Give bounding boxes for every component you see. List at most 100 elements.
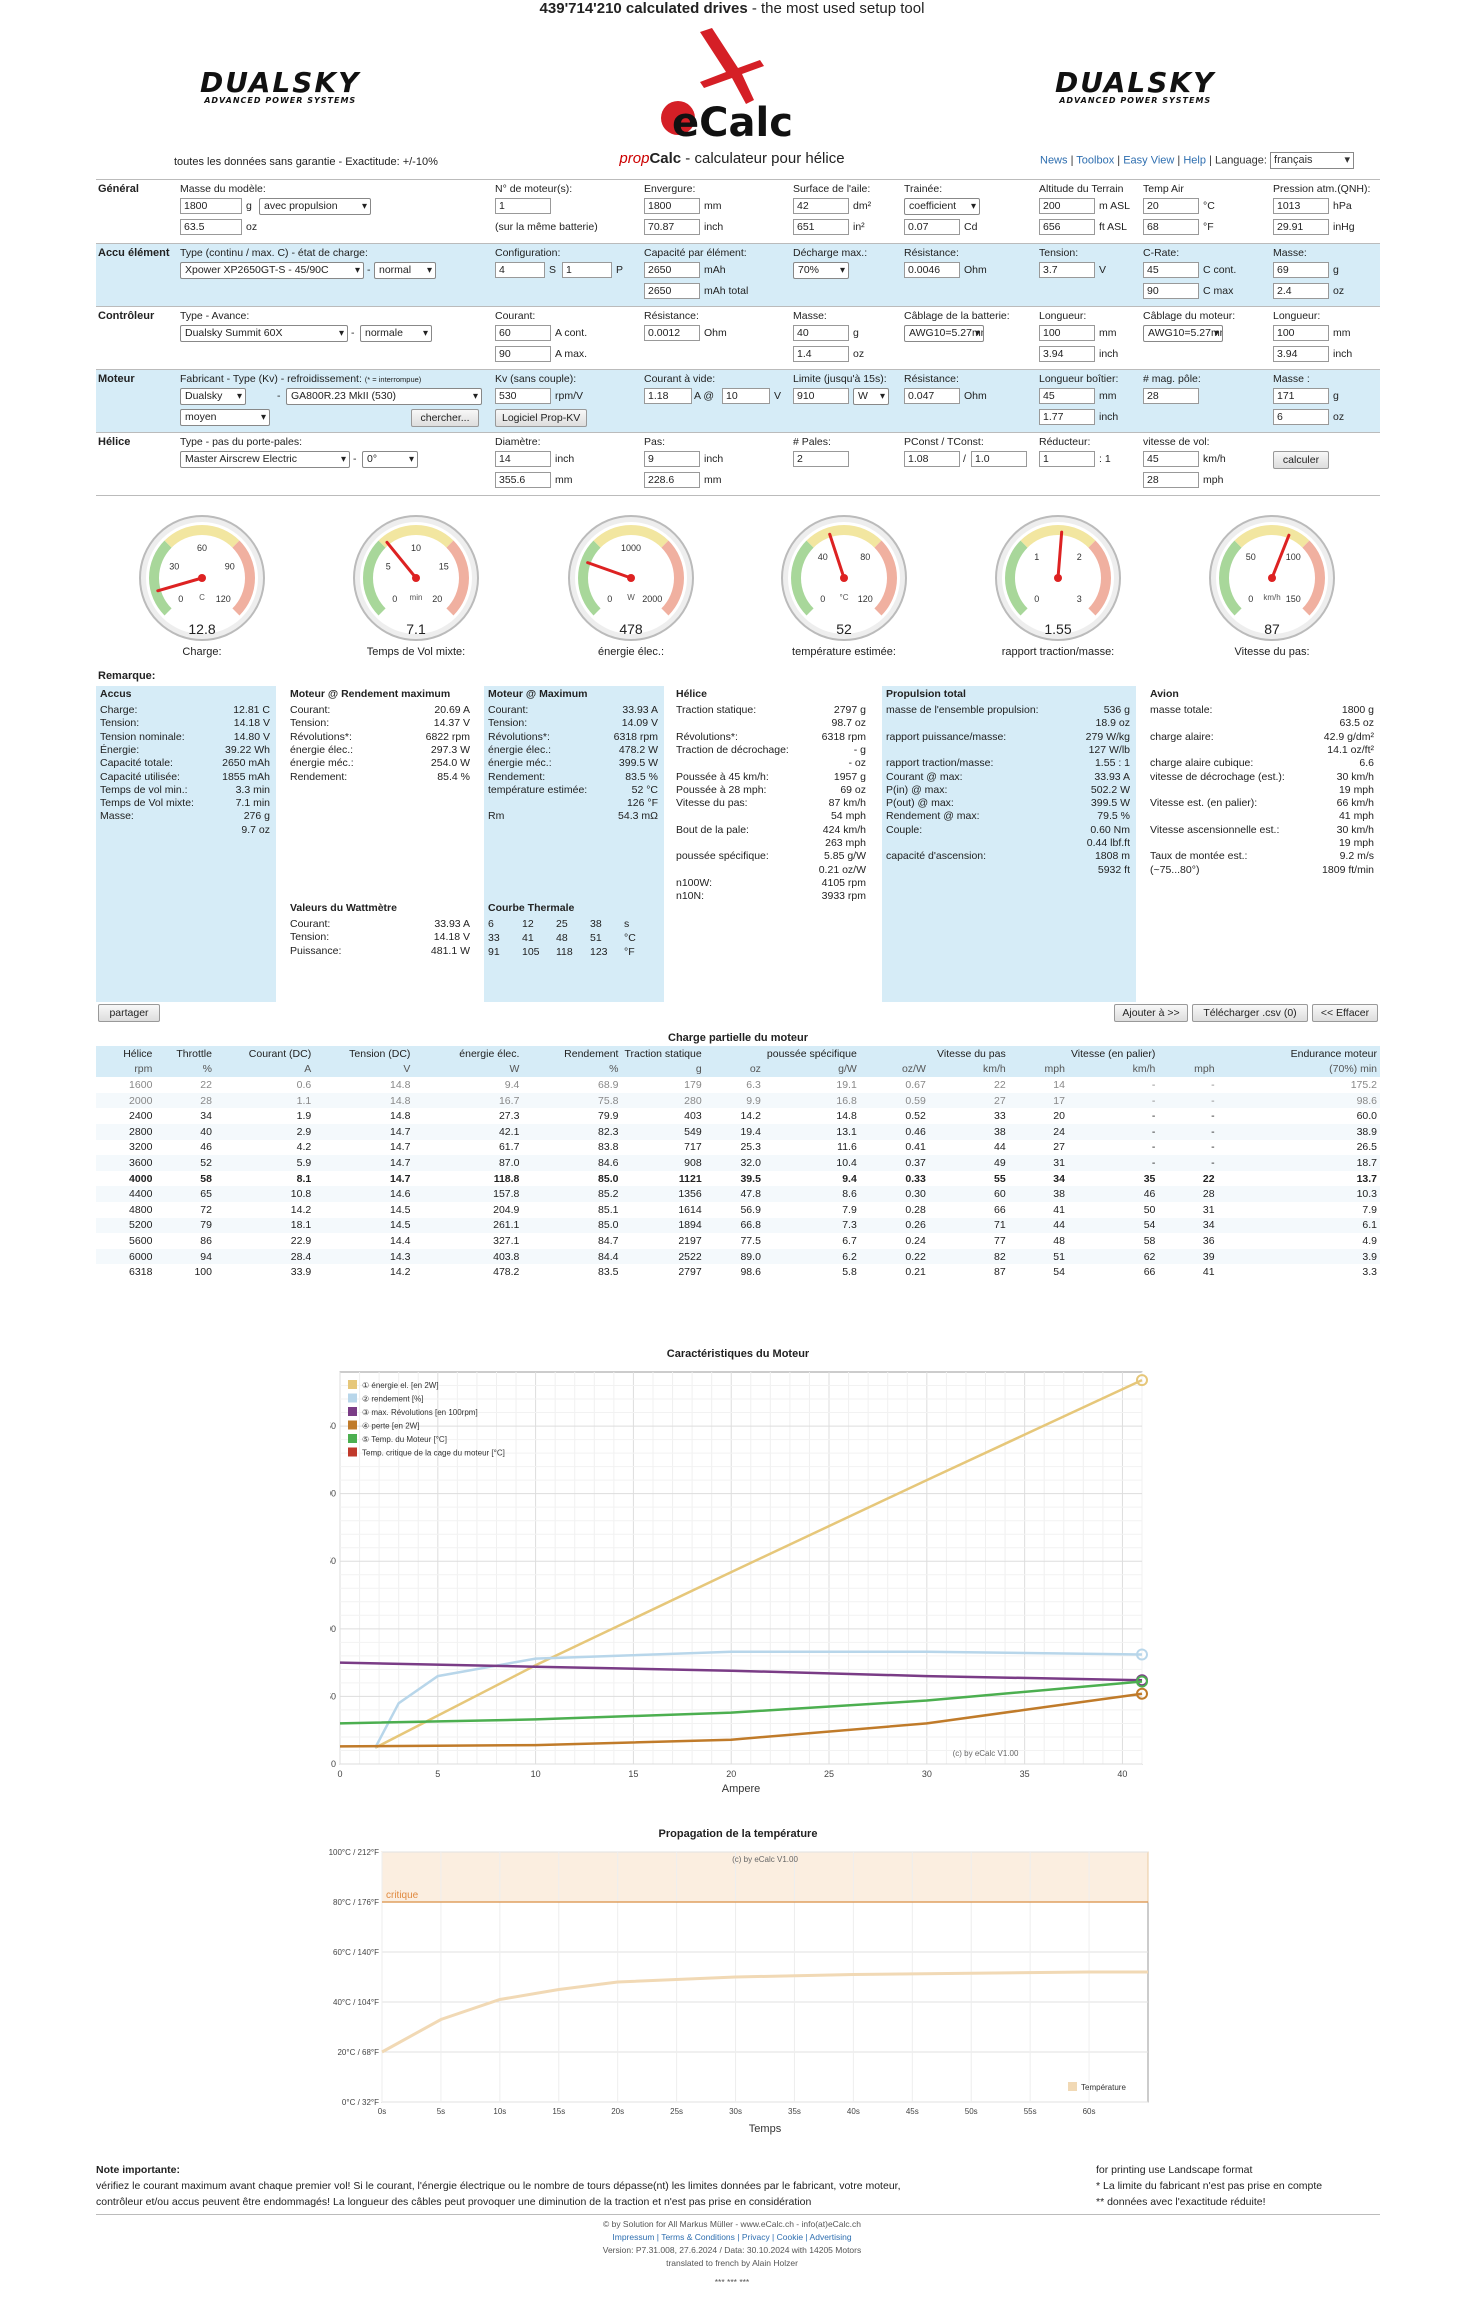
case-mm-input[interactable]: 45	[1039, 388, 1095, 404]
pressure-inhg-input[interactable]: 29.91	[1273, 219, 1329, 235]
case-in-input[interactable]: 1.77	[1039, 409, 1095, 425]
thermal-cell: 118	[556, 946, 573, 958]
esc-mass-oz-input[interactable]: 1.4	[793, 346, 849, 362]
capacity-input[interactable]: 2650	[644, 262, 700, 278]
cells-s-input[interactable]: 4	[495, 262, 545, 278]
table-cell: 38.9	[1356, 1125, 1377, 1138]
link-toolbox[interactable]: Toolbox	[1076, 154, 1115, 167]
esc-max-input[interactable]: 90	[495, 346, 551, 362]
pitch-mm-input[interactable]: 228.6	[644, 472, 700, 488]
mass-mode-select[interactable]: avec propulsion	[259, 198, 371, 215]
limit-input[interactable]: 910	[793, 388, 849, 404]
battery-type-select[interactable]: Xpower XP2650GT-S - 45/90C	[180, 262, 364, 279]
gauge-tick-label: 50	[1246, 552, 1256, 562]
battery-state-select[interactable]: normal	[374, 262, 436, 279]
esc-timing-select[interactable]: normale	[360, 325, 432, 342]
capacity-total-input[interactable]: 2650	[644, 283, 700, 299]
c-max-input[interactable]: 90	[1143, 283, 1199, 299]
poles-input[interactable]: 28	[1143, 388, 1199, 404]
battery-mass-oz-input[interactable]: 2.4	[1273, 283, 1329, 299]
esc-resistance-input[interactable]: 0.0012	[644, 325, 700, 341]
language-select[interactable]: français	[1270, 152, 1355, 169]
pitch-in-input[interactable]: 9	[644, 451, 700, 467]
esc-type-select[interactable]: Dualsky Summit 60X	[180, 325, 348, 342]
cells-p-input[interactable]: 1	[562, 262, 612, 278]
limit-unit-select[interactable]: W	[853, 388, 889, 405]
area-in-input[interactable]: 651	[793, 219, 849, 235]
drag-mode-select[interactable]: coefficient	[904, 198, 980, 215]
temp-f-input[interactable]: 68	[1143, 219, 1199, 235]
area-dm-input[interactable]: 42	[793, 198, 849, 214]
prop-hub-pitch-select[interactable]: 0°	[362, 451, 418, 468]
pressure-hpa-input[interactable]: 1013	[1273, 198, 1329, 214]
pconst-input[interactable]: 1.08	[904, 451, 960, 467]
motor-maker-select[interactable]: Dualsky	[180, 388, 246, 405]
motor-resistance-input[interactable]: 0.047	[904, 388, 960, 404]
discharge-select[interactable]: 70%	[793, 262, 849, 279]
ecalc-logo[interactable]: eCalc	[660, 24, 800, 146]
noload-current-input[interactable]: 1.18	[644, 388, 692, 404]
span-in-input[interactable]: 70.87	[644, 219, 700, 235]
esc-mass-g-input[interactable]: 40	[793, 325, 849, 341]
esc-cont-input[interactable]: 60	[495, 325, 551, 341]
mass-g-input[interactable]: 1800	[180, 198, 242, 214]
noload-voltage-input[interactable]: 10	[722, 388, 770, 404]
kv-input[interactable]: 530	[495, 388, 551, 404]
span-mm-input[interactable]: 1800	[644, 198, 700, 214]
battery-resistance-input[interactable]: 0.0046	[904, 262, 960, 278]
tconst-input[interactable]: 1.0	[971, 451, 1027, 467]
link-help[interactable]: Help	[1183, 154, 1206, 167]
share-button[interactable]: partager	[98, 1004, 160, 1022]
motor-mass-g-input[interactable]: 171	[1273, 388, 1329, 404]
footer-links[interactable]: Impressum | Terms & Conditions | Privacy…	[612, 2232, 852, 2242]
gauge-zone	[1219, 540, 1242, 616]
results-title: Moteur @ Maximum	[488, 688, 588, 700]
motor-cooling-select[interactable]: moyen	[180, 409, 270, 426]
mass-oz-input[interactable]: 63.5	[180, 219, 242, 235]
battery-wire-mm-input[interactable]: 100	[1039, 325, 1095, 341]
diameter-in-input[interactable]: 14	[495, 451, 551, 467]
table-cell: -	[1211, 1078, 1215, 1091]
motor-mass-oz-input[interactable]: 6	[1273, 409, 1329, 425]
table-cell: 34	[200, 1110, 212, 1123]
battery-voltage-input[interactable]: 3.7	[1039, 262, 1095, 278]
motor-wire-select[interactable]: AWG10=5.27mm²	[1143, 325, 1223, 342]
blades-input[interactable]: 2	[793, 451, 849, 467]
table-cell	[1158, 1046, 1218, 1062]
y-tick-label: 20°C / 68°F	[337, 2048, 379, 2057]
speed-mph-input[interactable]: 28	[1143, 472, 1199, 488]
table-cell: 27	[1053, 1141, 1065, 1154]
x-tick-label: 20s	[611, 2107, 624, 2116]
battery-mass-label: Masse:	[1273, 247, 1307, 259]
motor-type-select[interactable]: GA800R.23 MkII (530)	[286, 388, 482, 405]
altitude-ft-input[interactable]: 656	[1039, 219, 1095, 235]
prop-kv-button[interactable]: Logiciel Prop-KV	[495, 409, 587, 427]
table-cell: 20	[1053, 1110, 1065, 1123]
motor-wire-in-input[interactable]: 3.94	[1273, 346, 1329, 362]
drag-input[interactable]: 0.07	[904, 219, 960, 235]
table-cell: km/h	[928, 1061, 1009, 1078]
altitude-m-input[interactable]: 200	[1039, 198, 1095, 214]
c-cont-input[interactable]: 45	[1143, 262, 1199, 278]
controller-row: Contrôleur Type - Avance: Dualsky Summit…	[96, 306, 1380, 369]
search-motor-button[interactable]: chercher...	[411, 409, 479, 427]
battery-wire-in-input[interactable]: 3.94	[1039, 346, 1095, 362]
speed-kmh-input[interactable]: 45	[1143, 451, 1199, 467]
add-button[interactable]: Ajouter à >>	[1114, 1004, 1188, 1022]
gear-input[interactable]: 1	[1039, 451, 1095, 467]
motors-input[interactable]: 1	[495, 198, 551, 214]
calculate-button[interactable]: calculer	[1273, 451, 1329, 469]
diameter-mm-input[interactable]: 355.6	[495, 472, 551, 488]
link-easy-view[interactable]: Easy View	[1123, 154, 1175, 167]
download-csv-button[interactable]: Télécharger .csv (0)	[1192, 1004, 1308, 1022]
table-cell: 54	[1143, 1219, 1156, 1232]
battery-mass-g-input[interactable]: 69	[1273, 262, 1329, 278]
prop-type-select[interactable]: Master Airscrew Electric	[180, 451, 350, 468]
battery-wire-select[interactable]: AWG10=5.27mm²	[904, 325, 984, 342]
table-cell: 87	[994, 1266, 1006, 1279]
clear-button[interactable]: << Effacer	[1312, 1004, 1378, 1022]
link-news[interactable]: News	[1040, 154, 1068, 167]
motor-wire-mm-input[interactable]: 100	[1273, 325, 1329, 341]
gauge-temperature: 0 40 80 120 °C 52 température estimée:	[774, 508, 914, 658]
temp-c-input[interactable]: 20	[1143, 198, 1199, 214]
